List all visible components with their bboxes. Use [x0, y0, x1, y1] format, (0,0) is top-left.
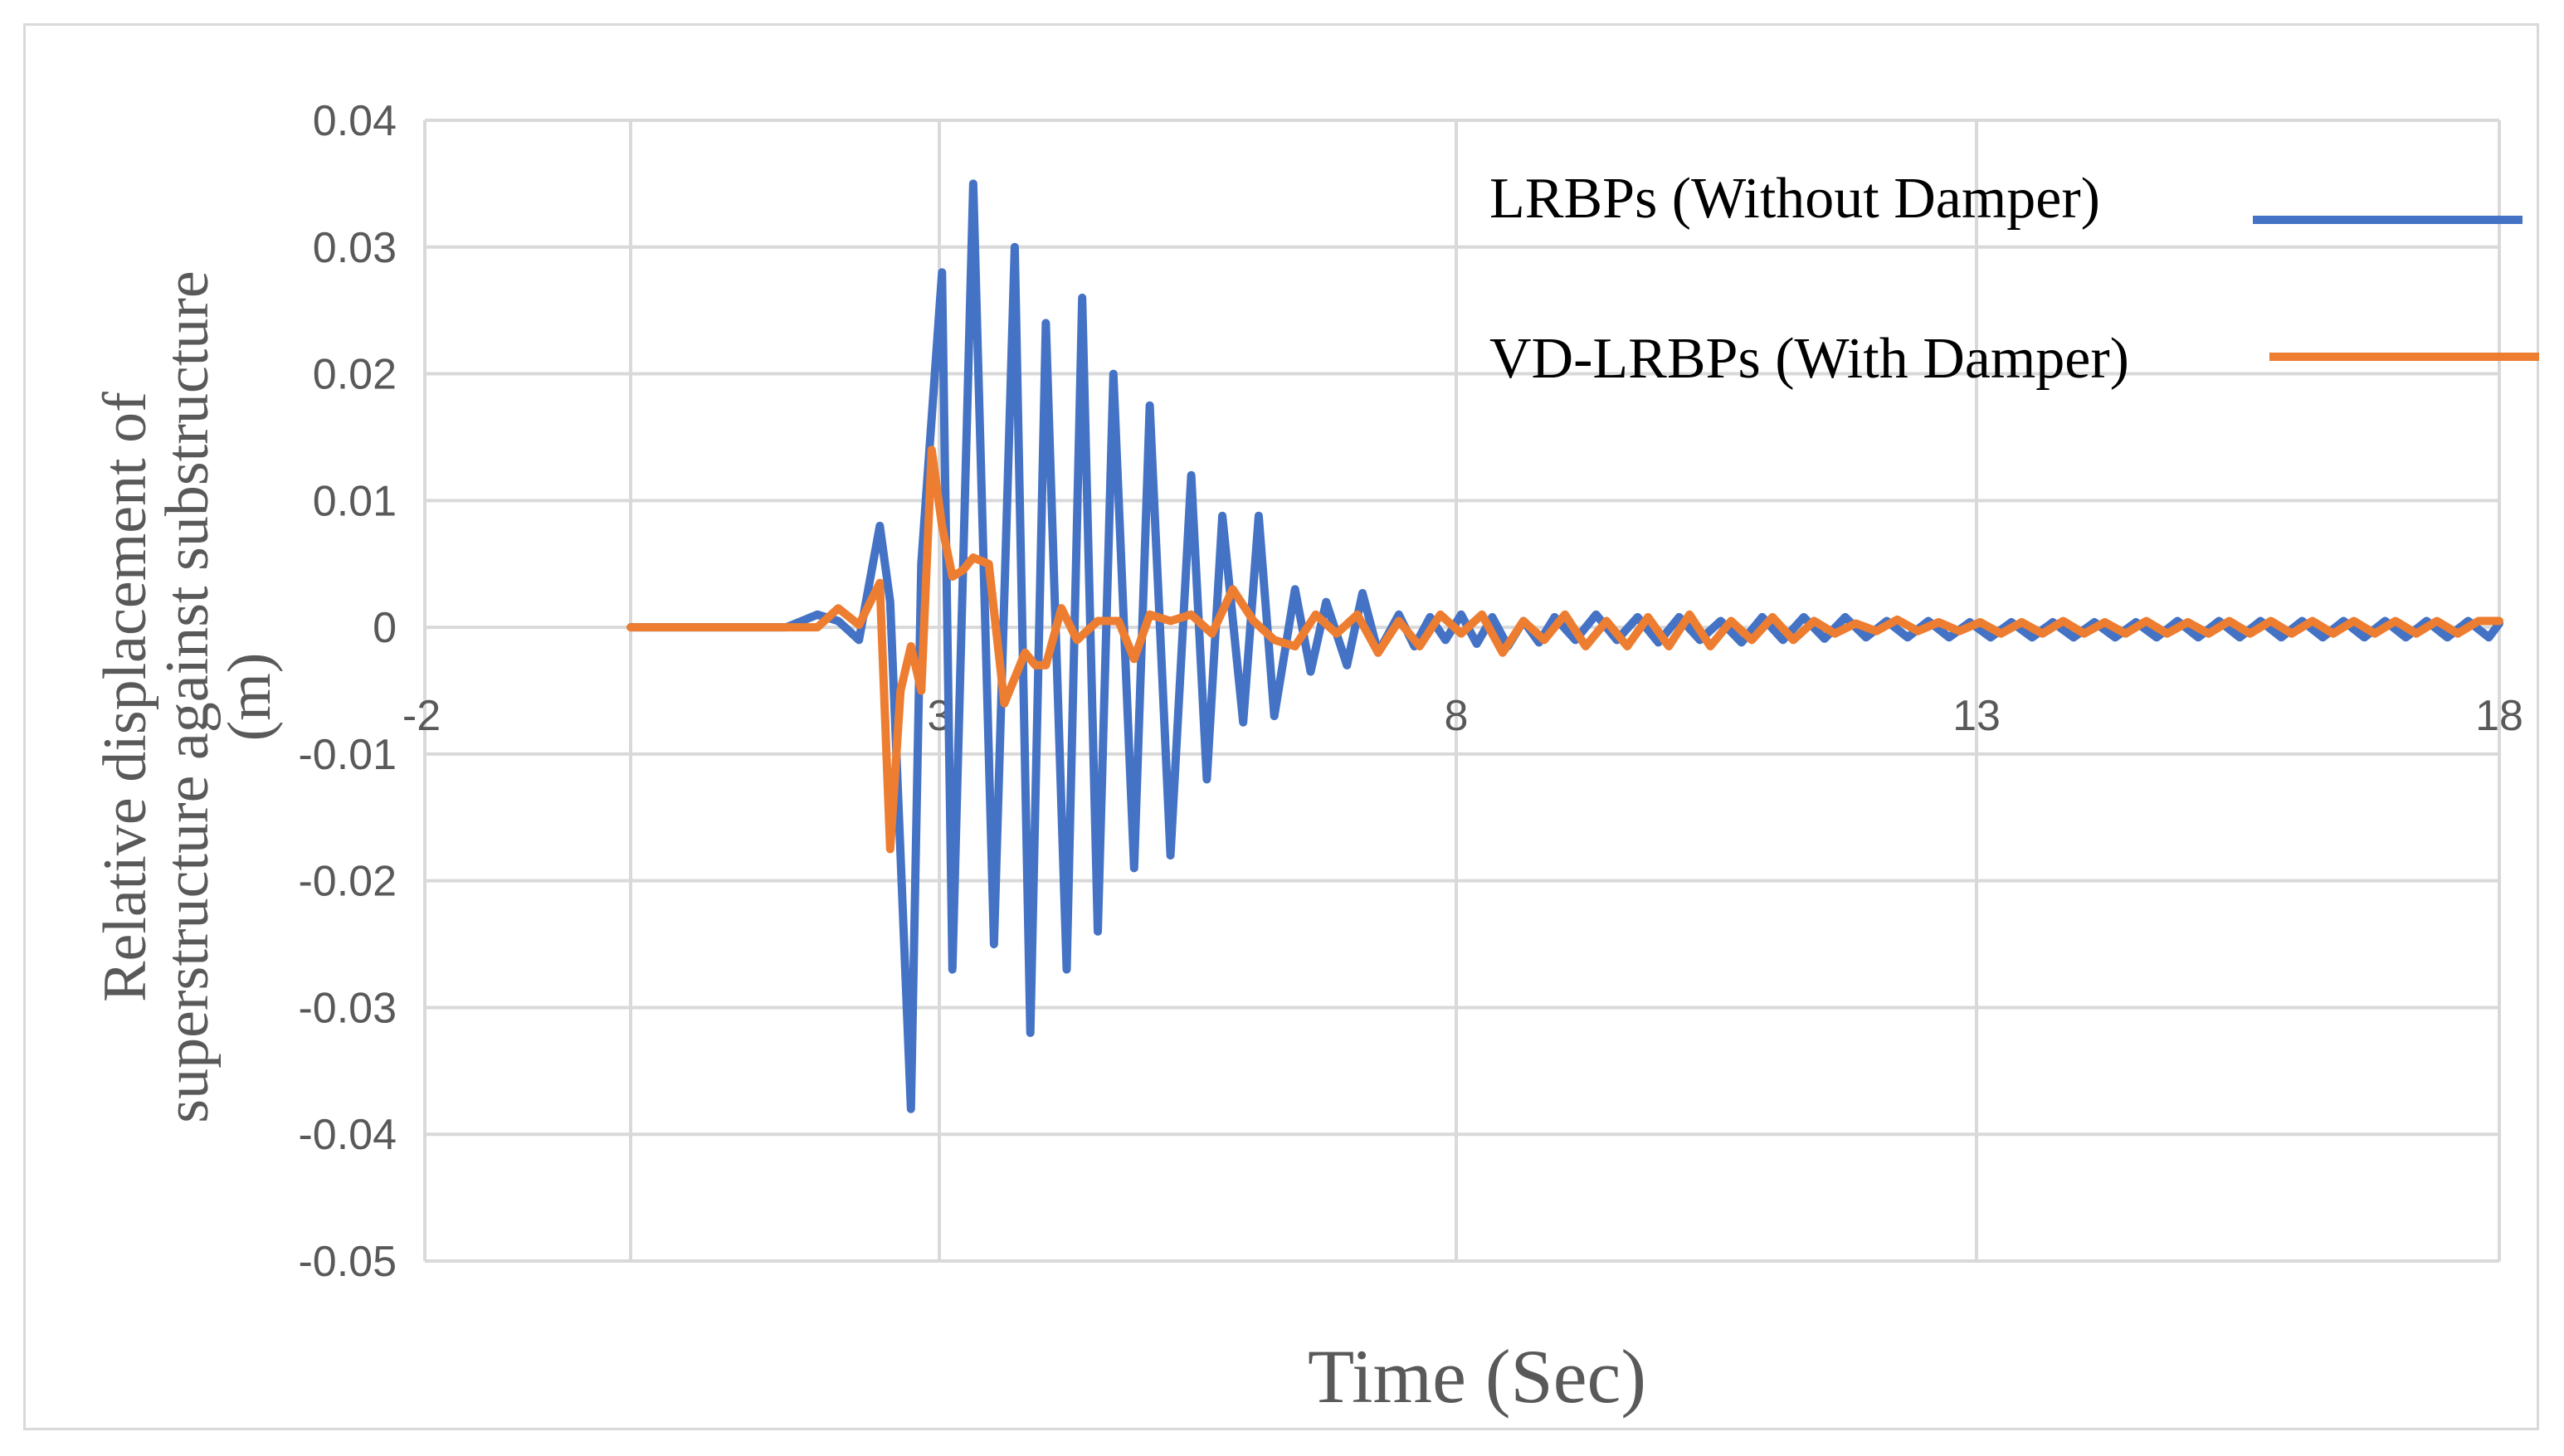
- x-tick-label: 13: [1952, 692, 2001, 740]
- legend: LRBPs (Without Damper) VD-LRBPs (With Da…: [1489, 167, 2539, 391]
- y-tick-labels: 0.04 0.03 0.02 0.01 0 -0.01 -0.02 -0.03 -0.04 -0.…: [298, 97, 397, 1286]
- y-tick-label: -0.01: [298, 731, 397, 779]
- x-tick-label: 18: [2475, 692, 2523, 740]
- gridlines: [423, 119, 2501, 1263]
- y-axis-title: Relative displacement of superstructure …: [91, 270, 284, 1122]
- y-tick-label: -0.04: [298, 1111, 397, 1159]
- y-tick-label: 0.03: [313, 224, 397, 272]
- series-line-lrbps: [626, 179, 2503, 1113]
- series-lines: [626, 179, 2503, 1113]
- y-axis-title-line-2: superstructure against substructure: [154, 270, 222, 1122]
- series-line-vd-lrbps: [626, 446, 2503, 854]
- legend-label-lrbps: LRBPs (Without Damper): [1489, 167, 2100, 231]
- y-tick-label: 0.01: [313, 477, 397, 525]
- y-tick-label: 0: [373, 604, 397, 652]
- legend-label-vd-lrbps: VD-LRBPs (With Damper): [1489, 327, 2129, 391]
- chart-frame: [23, 23, 2539, 1430]
- y-tick-label: 0.04: [313, 97, 397, 145]
- y-axis-title-line-3: (m): [216, 653, 284, 742]
- x-tick-label: -2: [402, 692, 441, 740]
- x-axis-title: Time (Sec): [1308, 1334, 1646, 1419]
- y-tick-label: -0.02: [298, 858, 397, 906]
- y-tick-label: -0.05: [298, 1238, 397, 1286]
- y-axis-title-line-1: Relative displacement of: [91, 392, 159, 1002]
- y-tick-label: -0.03: [298, 984, 397, 1032]
- x-tick-labels: -2 3 8 13 18: [402, 692, 2523, 740]
- x-tick-label: 8: [1445, 692, 1469, 740]
- y-tick-label: 0.02: [313, 351, 397, 399]
